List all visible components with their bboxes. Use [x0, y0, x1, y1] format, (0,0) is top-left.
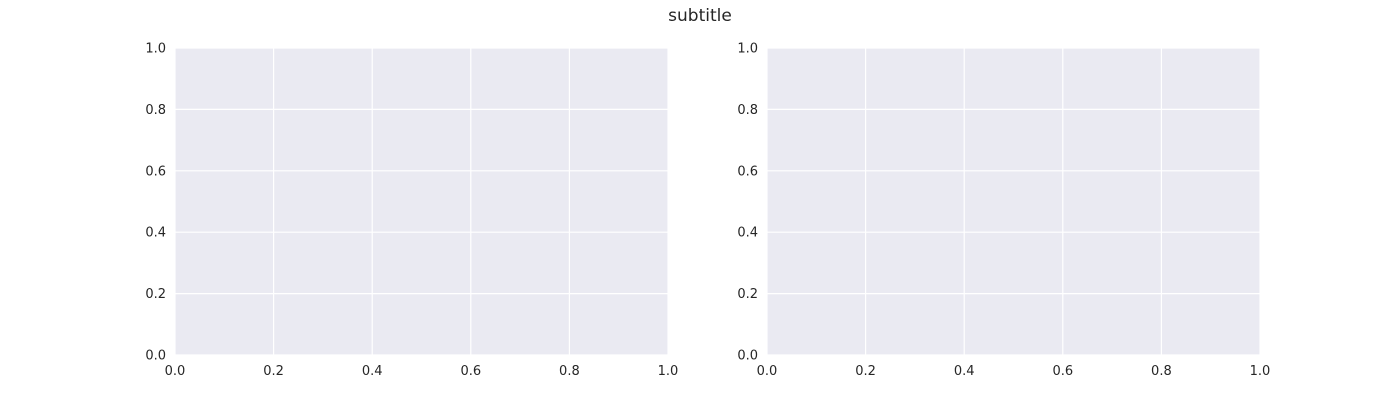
right-y-tick-label: 0.6	[737, 164, 758, 179]
left-y-tick-label: 0.4	[145, 226, 166, 241]
left-y-tick-label: 0.6	[145, 164, 166, 179]
right-x-tick-label: 0.8	[1151, 364, 1172, 379]
right-x-tick-label: 0.4	[954, 364, 975, 379]
right-y-tick-label: 1.0	[737, 42, 758, 57]
left-y-tick-label: 1.0	[145, 42, 166, 57]
left-y-tick-label: 0.8	[145, 103, 166, 118]
figure-suptitle: subtitle	[668, 6, 732, 26]
right-x-tick-label: 0.6	[1052, 364, 1073, 379]
right-y-tick-label: 0.0	[737, 349, 758, 364]
right-y-tick-label: 0.8	[737, 103, 758, 118]
left-plot-area	[175, 48, 668, 355]
right-x-tick-label: 1.0	[1250, 364, 1271, 379]
left-x-tick-label: 0.4	[362, 364, 383, 379]
right-y-tick-label: 0.4	[737, 226, 758, 241]
left-x-tick-label: 0.6	[460, 364, 481, 379]
left-x-tick-label: 0.2	[263, 364, 284, 379]
left-x-tick-label: 0.0	[165, 364, 186, 379]
subplot-right: 0.0 0.2 0.4 0.6 0.8 1.0 0.0 0.2 0.4 0.6 0.8 1.0	[737, 42, 1270, 380]
left-y-tick-label: 0.0	[145, 349, 166, 364]
right-x-tick-label: 0.0	[757, 364, 778, 379]
subplot-left: 0.0 0.2 0.4 0.6 0.8 1.0 0.0 0.2 0.4 0.6 0.8 1.0	[145, 42, 678, 380]
left-y-tick-label: 0.2	[145, 287, 166, 302]
left-x-tick-label: 1.0	[658, 364, 679, 379]
right-y-tick-label: 0.2	[737, 287, 758, 302]
right-plot-area	[767, 48, 1260, 355]
left-x-tick-label: 0.8	[559, 364, 580, 379]
right-x-tick-label: 0.2	[855, 364, 876, 379]
